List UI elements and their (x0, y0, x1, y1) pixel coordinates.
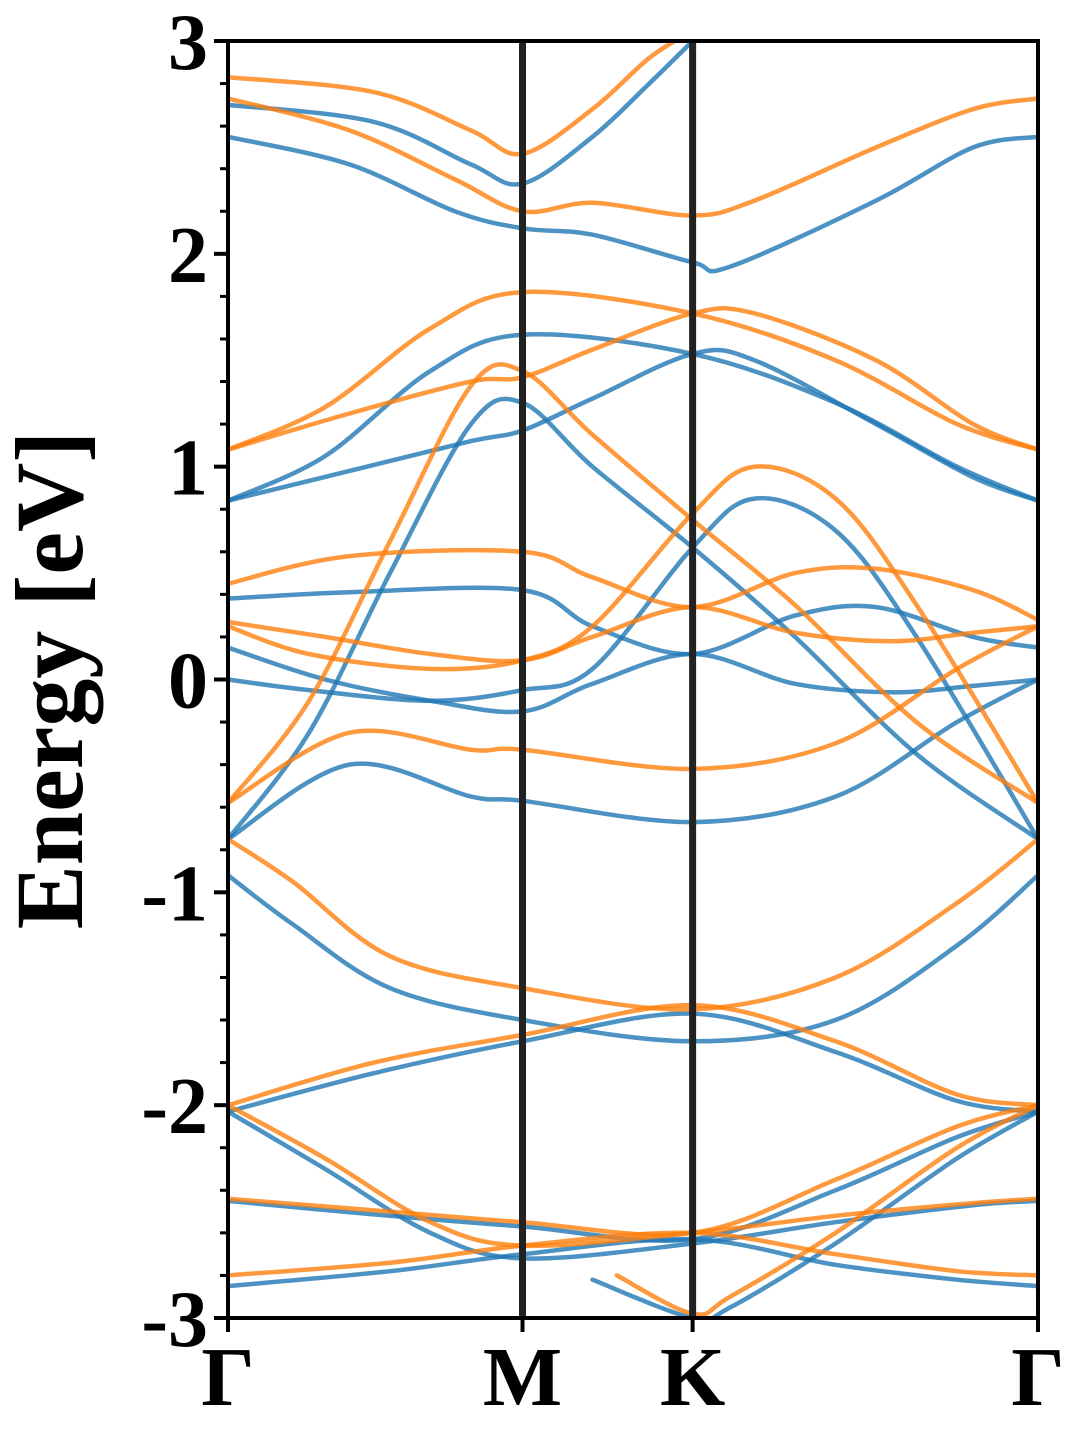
spin-down-band-16 (228, 96, 1038, 218)
spin-up-band-9 (228, 873, 1038, 1044)
spin-up-band-13 (228, 1236, 1038, 1289)
x-tick-label: Γ (1011, 1331, 1064, 1424)
spin-up-band-1 (228, 134, 1038, 274)
kpoint-vertical-lines (519, 41, 697, 1318)
spin-down-band-15 (228, 41, 679, 157)
spin-up-band-10 (228, 1011, 1038, 1114)
spin-up-band-0 (228, 41, 695, 187)
x-tick-label: K (660, 1331, 725, 1424)
spin-up-band-3 (228, 332, 1038, 503)
spin-up-band-14 (590, 1109, 1038, 1318)
spin-down-band-17 (228, 305, 1038, 452)
y-tick-label: 3 (168, 0, 208, 87)
y-tick-label: 1 (168, 425, 208, 513)
spin-down-band-25 (228, 1002, 1038, 1108)
spin-up-band-4 (228, 396, 1038, 842)
spin-up-band-8 (228, 677, 1038, 842)
y-tick-label: -3 (141, 1276, 208, 1364)
spin-down-band-19 (228, 362, 1038, 806)
y-tick-label: 2 (168, 212, 208, 300)
y-tick-label: 0 (168, 638, 208, 726)
band-lines (228, 41, 1038, 1318)
plot-frame (226, 39, 1040, 1320)
spin-down-band-21 (228, 604, 1038, 664)
spin-down-band-26 (228, 1102, 1038, 1249)
y-axis-label: Energy [eV] (0, 431, 103, 930)
spin-down-band-28 (228, 1230, 1038, 1278)
spin-up-band-7 (228, 495, 1038, 842)
spin-down-band-24 (228, 836, 1038, 1012)
y-tick-label: -2 (141, 1063, 208, 1151)
spin-down-band-23 (228, 624, 1038, 806)
spin-up-band-2 (228, 347, 1038, 503)
spin-up-band-11 (228, 1109, 1038, 1261)
spin-down-band-22 (228, 464, 1038, 806)
x-tick-label: Γ (201, 1331, 254, 1424)
spin-down-band-27 (228, 1102, 1038, 1238)
spin-down-band-20 (228, 547, 1038, 623)
x-tick-label: M (483, 1331, 562, 1424)
spin-down-band-18 (228, 289, 1038, 452)
y-axis-ticks: 3 2 1 0 -1 -2 -3 (141, 0, 228, 1364)
y-tick-label: -1 (141, 850, 208, 938)
